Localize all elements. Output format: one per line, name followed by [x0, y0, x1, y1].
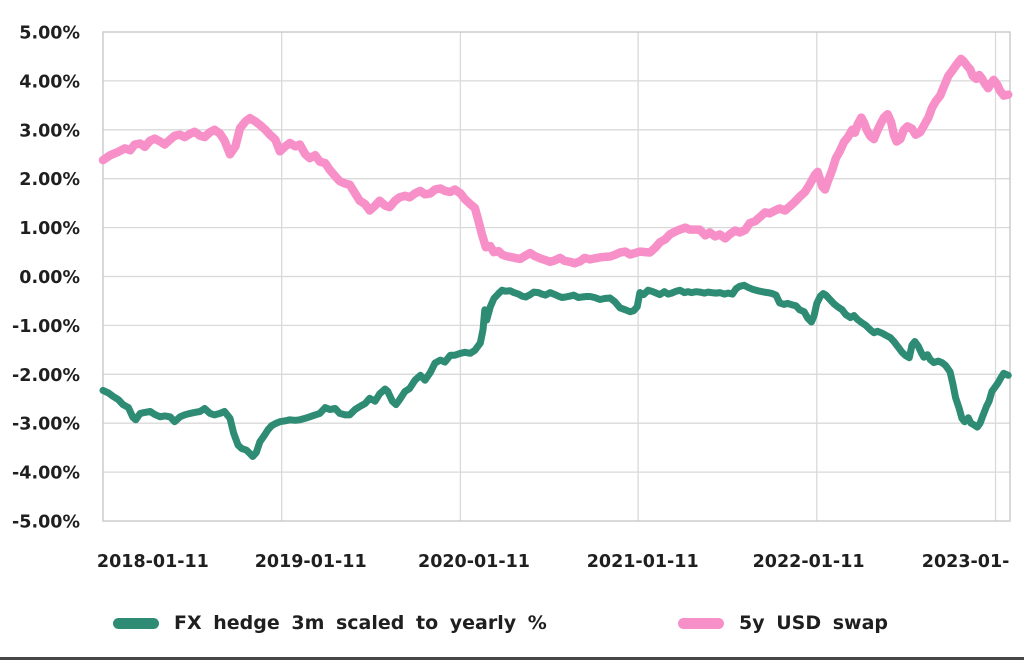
y-axis-tick-label: -3.00%	[12, 415, 80, 435]
plot-frame	[102, 31, 1011, 522]
y-axis-tick-label: 1.00%	[19, 219, 80, 239]
y-axis-tick-label: 3.00%	[19, 121, 80, 141]
series-line-usd-swap	[98, 54, 1013, 268]
y-axis-tick-label: 4.00%	[19, 72, 80, 92]
usd-swap-series-swatch	[678, 617, 724, 629]
x-axis-tick-label: 2022-01-11	[753, 552, 865, 572]
y-axis-tick-label: 0.00%	[19, 268, 80, 288]
x-axis-tick-label: 2020-01-11	[418, 552, 530, 572]
bottom-edge-divider	[0, 657, 1024, 660]
fx-hedge-series-swatch	[113, 617, 159, 629]
x-axis-tick-label: 2023-01-	[922, 552, 1010, 572]
legend-entry-usd-swap: 5y USD swap	[678, 608, 888, 638]
fx-hedge-series-label: FX hedge 3m scaled to yearly %	[174, 612, 547, 634]
usd-swap-series-label: 5y USD swap	[739, 612, 889, 634]
y-axis-tick-label: 2.00%	[19, 170, 80, 190]
x-axis-tick-label: 2018-01-11	[97, 552, 209, 572]
y-axis-tick-label: 5.00%	[19, 24, 80, 44]
legend-entry-fx-hedge: FX hedge 3m scaled to yearly %	[113, 608, 547, 638]
series-line-fx-hedge	[99, 281, 1012, 460]
chart-legend: FX hedge 3m scaled to yearly % 5y USD sw…	[0, 608, 1024, 642]
y-axis-tick-label: -1.00%	[12, 317, 80, 337]
x-axis-tick-label: 2019-01-11	[255, 552, 367, 572]
y-axis-tick-label: -2.00%	[12, 366, 80, 386]
plot-area: 5.00% 4.00% 3.00% 2.00% 1.00% 0.00% -1.00% -2.0…	[12, 24, 1013, 572]
x-axis-tick-label: 2021-01-11	[587, 552, 699, 572]
y-axis-tick-label: -4.00%	[12, 464, 80, 484]
y-axis-tick-label: -5.00%	[12, 513, 80, 533]
